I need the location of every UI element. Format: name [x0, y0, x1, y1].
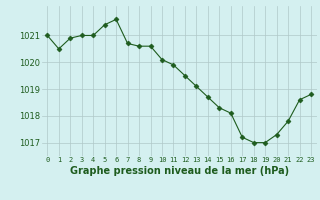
- X-axis label: Graphe pression niveau de la mer (hPa): Graphe pression niveau de la mer (hPa): [70, 166, 289, 176]
